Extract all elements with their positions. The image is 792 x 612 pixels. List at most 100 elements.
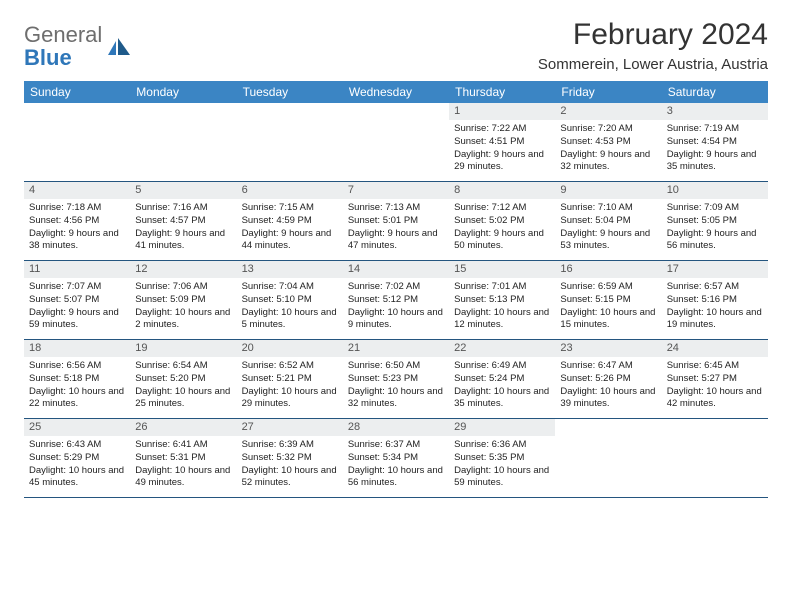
logo-text-general: General [24,22,102,47]
calendar-day-cell: 17Sunrise: 6:57 AMSunset: 5:16 PMDayligh… [662,261,768,340]
day-content: Sunrise: 6:45 AMSunset: 5:27 PMDaylight:… [662,357,768,413]
calendar-day-cell: 21Sunrise: 6:50 AMSunset: 5:23 PMDayligh… [343,340,449,419]
calendar-week-row: 18Sunrise: 6:56 AMSunset: 5:18 PMDayligh… [24,340,768,419]
sails-icon [106,37,132,57]
calendar-day-cell: 27Sunrise: 6:39 AMSunset: 5:32 PMDayligh… [237,419,343,498]
day-content: Sunrise: 7:22 AMSunset: 4:51 PMDaylight:… [449,120,555,176]
day-content: Sunrise: 6:43 AMSunset: 5:29 PMDaylight:… [24,436,130,492]
calendar-day-cell: 18Sunrise: 6:56 AMSunset: 5:18 PMDayligh… [24,340,130,419]
day-number: 8 [449,182,555,199]
day-number: 16 [555,261,661,278]
day-content: Sunrise: 6:50 AMSunset: 5:23 PMDaylight:… [343,357,449,413]
day-number: 24 [662,340,768,357]
day-number: 18 [24,340,130,357]
day-content: Sunrise: 7:18 AMSunset: 4:56 PMDaylight:… [24,199,130,255]
calendar-day-cell: 10Sunrise: 7:09 AMSunset: 5:05 PMDayligh… [662,182,768,261]
weekday-header: Thursday [449,81,555,103]
weekday-header: Tuesday [237,81,343,103]
calendar-week-row: 25Sunrise: 6:43 AMSunset: 5:29 PMDayligh… [24,419,768,498]
calendar-day-cell: 19Sunrise: 6:54 AMSunset: 5:20 PMDayligh… [130,340,236,419]
day-content: Sunrise: 7:12 AMSunset: 5:02 PMDaylight:… [449,199,555,255]
calendar-day-cell: 14Sunrise: 7:02 AMSunset: 5:12 PMDayligh… [343,261,449,340]
day-content: Sunrise: 6:56 AMSunset: 5:18 PMDaylight:… [24,357,130,413]
calendar-day-cell: 15Sunrise: 7:01 AMSunset: 5:13 PMDayligh… [449,261,555,340]
calendar-day-cell: 8Sunrise: 7:12 AMSunset: 5:02 PMDaylight… [449,182,555,261]
day-number: 29 [449,419,555,436]
weekday-header: Wednesday [343,81,449,103]
day-content: Sunrise: 6:57 AMSunset: 5:16 PMDaylight:… [662,278,768,334]
calendar-day-cell: 2Sunrise: 7:20 AMSunset: 4:53 PMDaylight… [555,103,661,182]
calendar-day-cell: 24Sunrise: 6:45 AMSunset: 5:27 PMDayligh… [662,340,768,419]
calendar-empty-cell [24,103,130,182]
day-number: 17 [662,261,768,278]
day-content: Sunrise: 6:52 AMSunset: 5:21 PMDaylight:… [237,357,343,413]
day-number: 20 [237,340,343,357]
day-content: Sunrise: 7:07 AMSunset: 5:07 PMDaylight:… [24,278,130,334]
day-content: Sunrise: 7:01 AMSunset: 5:13 PMDaylight:… [449,278,555,334]
day-number: 10 [662,182,768,199]
day-content: Sunrise: 6:37 AMSunset: 5:34 PMDaylight:… [343,436,449,492]
day-number: 9 [555,182,661,199]
calendar-day-cell: 5Sunrise: 7:16 AMSunset: 4:57 PMDaylight… [130,182,236,261]
calendar-day-cell: 22Sunrise: 6:49 AMSunset: 5:24 PMDayligh… [449,340,555,419]
calendar-day-cell: 16Sunrise: 6:59 AMSunset: 5:15 PMDayligh… [555,261,661,340]
day-number: 15 [449,261,555,278]
calendar-day-cell: 9Sunrise: 7:10 AMSunset: 5:04 PMDaylight… [555,182,661,261]
day-content: Sunrise: 7:04 AMSunset: 5:10 PMDaylight:… [237,278,343,334]
weekday-header: Sunday [24,81,130,103]
calendar-day-cell: 29Sunrise: 6:36 AMSunset: 5:35 PMDayligh… [449,419,555,498]
weekday-header: Monday [130,81,236,103]
day-content: Sunrise: 7:02 AMSunset: 5:12 PMDaylight:… [343,278,449,334]
day-number: 4 [24,182,130,199]
day-number: 27 [237,419,343,436]
day-number: 6 [237,182,343,199]
calendar-week-row: 1Sunrise: 7:22 AMSunset: 4:51 PMDaylight… [24,103,768,182]
day-content: Sunrise: 6:41 AMSunset: 5:31 PMDaylight:… [130,436,236,492]
day-number: 1 [449,103,555,120]
day-content: Sunrise: 7:16 AMSunset: 4:57 PMDaylight:… [130,199,236,255]
day-content: Sunrise: 6:54 AMSunset: 5:20 PMDaylight:… [130,357,236,413]
calendar-day-cell: 6Sunrise: 7:15 AMSunset: 4:59 PMDaylight… [237,182,343,261]
calendar-day-cell: 11Sunrise: 7:07 AMSunset: 5:07 PMDayligh… [24,261,130,340]
day-number: 26 [130,419,236,436]
day-number: 14 [343,261,449,278]
day-number: 3 [662,103,768,120]
calendar-empty-cell [237,103,343,182]
day-number: 28 [343,419,449,436]
weekday-header: Friday [555,81,661,103]
calendar-day-cell: 26Sunrise: 6:41 AMSunset: 5:31 PMDayligh… [130,419,236,498]
calendar-day-cell: 7Sunrise: 7:13 AMSunset: 5:01 PMDaylight… [343,182,449,261]
calendar-day-cell: 12Sunrise: 7:06 AMSunset: 5:09 PMDayligh… [130,261,236,340]
calendar-empty-cell [343,103,449,182]
day-content: Sunrise: 7:15 AMSunset: 4:59 PMDaylight:… [237,199,343,255]
calendar-table: SundayMondayTuesdayWednesdayThursdayFrid… [24,81,768,498]
calendar-body: 1Sunrise: 7:22 AMSunset: 4:51 PMDaylight… [24,103,768,498]
day-content: Sunrise: 6:36 AMSunset: 5:35 PMDaylight:… [449,436,555,492]
day-number: 2 [555,103,661,120]
logo-text-blue: Blue [24,45,72,70]
day-content: Sunrise: 6:59 AMSunset: 5:15 PMDaylight:… [555,278,661,334]
day-number: 7 [343,182,449,199]
day-number: 11 [24,261,130,278]
day-number: 21 [343,340,449,357]
location: Sommerein, Lower Austria, Austria [538,56,768,73]
logo: General Blue [24,24,132,70]
day-number: 13 [237,261,343,278]
day-content: Sunrise: 7:06 AMSunset: 5:09 PMDaylight:… [130,278,236,334]
month-title: February 2024 [538,18,768,52]
calendar-day-cell: 25Sunrise: 6:43 AMSunset: 5:29 PMDayligh… [24,419,130,498]
calendar-day-cell: 4Sunrise: 7:18 AMSunset: 4:56 PMDaylight… [24,182,130,261]
calendar-day-cell: 23Sunrise: 6:47 AMSunset: 5:26 PMDayligh… [555,340,661,419]
calendar-empty-cell [130,103,236,182]
day-content: Sunrise: 7:10 AMSunset: 5:04 PMDaylight:… [555,199,661,255]
calendar-day-cell: 20Sunrise: 6:52 AMSunset: 5:21 PMDayligh… [237,340,343,419]
day-content: Sunrise: 6:47 AMSunset: 5:26 PMDaylight:… [555,357,661,413]
day-content: Sunrise: 7:13 AMSunset: 5:01 PMDaylight:… [343,199,449,255]
weekday-header: Saturday [662,81,768,103]
day-number: 25 [24,419,130,436]
calendar-day-cell: 13Sunrise: 7:04 AMSunset: 5:10 PMDayligh… [237,261,343,340]
day-content: Sunrise: 7:19 AMSunset: 4:54 PMDaylight:… [662,120,768,176]
day-number: 23 [555,340,661,357]
calendar-empty-cell [555,419,661,498]
day-content: Sunrise: 7:09 AMSunset: 5:05 PMDaylight:… [662,199,768,255]
